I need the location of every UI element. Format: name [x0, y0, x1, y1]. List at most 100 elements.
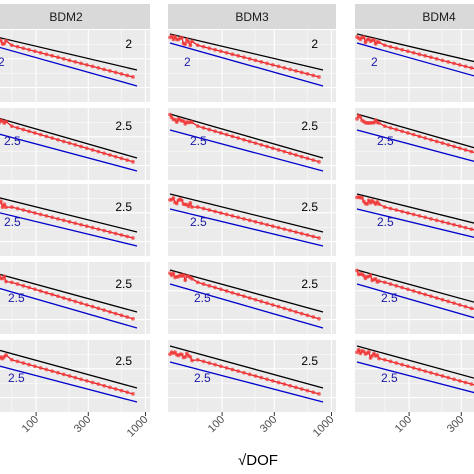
error-point [4, 353, 8, 357]
error-point [9, 280, 14, 285]
error-point [190, 358, 194, 363]
error-point [372, 37, 376, 42]
lower-slope-label: 2 [0, 55, 5, 69]
error-point [382, 357, 387, 362]
lower-reference-line [356, 283, 474, 319]
error-point [207, 46, 212, 51]
upper-reference-line [169, 193, 324, 233]
facet-panels: 2222222.52.52.52.52.52.52.52.52.52.52.52… [0, 30, 474, 412]
error-point [4, 279, 8, 284]
lower-reference-line [169, 361, 324, 403]
error-point [434, 56, 439, 61]
error-point [247, 56, 252, 61]
facet-panel: 22 [168, 30, 336, 102]
error-point [15, 44, 20, 49]
error-point [84, 224, 89, 229]
facet-panel: 22 [355, 30, 474, 102]
error-point [79, 144, 83, 149]
error-point [282, 227, 287, 232]
facet-panel: 2.5 2.5 [168, 340, 336, 412]
error-point [317, 316, 321, 321]
error-point [405, 211, 410, 215]
error-point [247, 218, 252, 223]
error-point [276, 380, 281, 385]
error-point [388, 282, 393, 286]
error-point [276, 148, 281, 152]
upper-slope-label: 2.5 [301, 200, 318, 214]
error-point [21, 361, 26, 365]
error-point [183, 278, 188, 283]
error-point [79, 61, 83, 66]
error-point [131, 316, 135, 321]
facet-strips: BDM2 BDM3 BDM4 [0, 4, 474, 29]
upper-reference-line [356, 269, 474, 303]
error-point [463, 64, 468, 69]
error-point [201, 44, 206, 49]
error-point [27, 209, 31, 214]
error-point [113, 154, 118, 159]
lower-reference-line [0, 212, 138, 247]
upper-slope-label: 2.5 [301, 277, 318, 291]
error-point [113, 70, 118, 75]
error-point [4, 119, 8, 124]
error-point [190, 39, 194, 44]
error-point [405, 131, 410, 135]
error-point [44, 52, 49, 57]
upper-slope-label: 2.5 [301, 354, 318, 368]
error-point [400, 47, 404, 52]
error-point [405, 364, 410, 369]
lower-slope-label: 2.5 [4, 215, 21, 229]
error-point [44, 134, 49, 139]
error-point [288, 151, 293, 156]
error-point [73, 59, 78, 64]
error-point [317, 159, 321, 164]
upper-reference-line [356, 345, 474, 379]
panel-background [168, 108, 336, 180]
error-point [173, 34, 177, 39]
panel-background [0, 184, 150, 256]
error-point [27, 362, 31, 367]
error-point [394, 127, 399, 132]
error-point [299, 311, 304, 316]
upper-reference-line [0, 37, 138, 71]
error-point [119, 313, 124, 318]
error-point [213, 47, 217, 52]
error-point [188, 43, 193, 48]
lower-slope-label: 2.5 [4, 134, 21, 148]
error-point [169, 34, 174, 39]
error-point [218, 364, 223, 369]
error-point [201, 282, 206, 286]
error-point [388, 44, 393, 49]
error-point [131, 391, 135, 396]
error-point [429, 216, 433, 221]
error-point [119, 233, 124, 237]
error-point [236, 369, 241, 374]
error-point [15, 206, 20, 211]
facet-panel: 2.5 2.5 [0, 340, 150, 412]
error-point [469, 65, 474, 70]
error-point [366, 349, 371, 354]
error-point [67, 374, 72, 378]
lower-reference-line [356, 361, 474, 394]
error-point [113, 311, 118, 316]
error-point [67, 141, 72, 146]
lower-reference-line [0, 287, 138, 329]
error-point [417, 134, 422, 139]
error-point [247, 372, 252, 377]
panel-background [355, 262, 474, 334]
error-point [224, 289, 229, 293]
error-point [236, 53, 241, 58]
error-point [276, 225, 281, 230]
error-point [73, 221, 78, 226]
error-point [423, 53, 428, 58]
facet-panel: 2.5 2.5 [168, 184, 336, 256]
facet-panel: 2.5 2.5 [0, 262, 150, 334]
panel-background [168, 184, 336, 256]
error-point [171, 196, 176, 200]
lower-slope-label: 2.5 [381, 371, 398, 385]
error-point [259, 299, 264, 304]
error-point [207, 208, 212, 212]
error-point [288, 308, 293, 313]
error-point [207, 127, 212, 132]
